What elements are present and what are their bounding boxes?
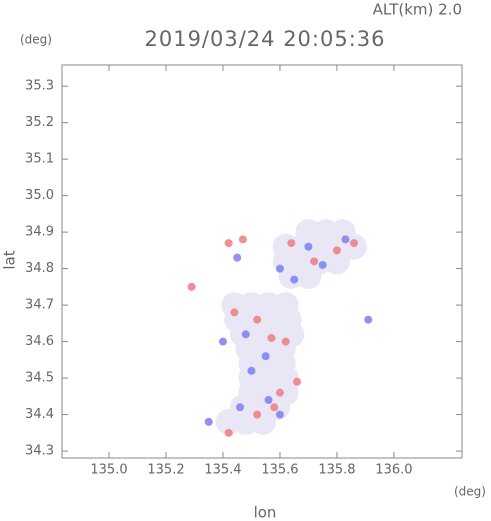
x-tick-label: 135.6 [261, 463, 298, 478]
echo-point [341, 235, 350, 244]
y-tick-label: 35.1 [25, 152, 54, 167]
x-tick-label: 135.2 [147, 463, 184, 478]
y-tick-label: 34.7 [25, 298, 54, 313]
echo-point [350, 239, 359, 248]
y-tick-label: 35.2 [25, 115, 54, 130]
echo-point [187, 282, 196, 291]
echo-point [224, 239, 233, 248]
echo-point [323, 248, 350, 275]
x-tick-label: 135.0 [90, 463, 127, 478]
y-unit: (deg) [20, 33, 52, 47]
y-tick-label: 34.8 [25, 261, 54, 276]
y-axis-label: lat [1, 250, 19, 269]
chart-title: 2019/03/24 20:05:36 [144, 27, 385, 51]
echo-point [364, 315, 373, 324]
echo-point [295, 262, 322, 289]
echo-point [304, 242, 313, 251]
echo-point [261, 352, 270, 361]
echo-point [293, 377, 302, 386]
plot-frame [61, 64, 463, 459]
y-tick-label: 35.0 [25, 188, 54, 203]
altitude-label: ALT(km) 2.0 [373, 1, 462, 19]
echo-point [204, 417, 213, 426]
y-tick-label: 34.6 [25, 334, 54, 349]
echo-point [253, 410, 262, 419]
echo-point [233, 253, 242, 262]
echo-point [275, 388, 284, 397]
echo-point [264, 395, 273, 404]
echo-point [270, 403, 279, 412]
echo-point [287, 239, 296, 248]
echo-point [310, 257, 319, 266]
x-tick-label: 136.0 [375, 463, 412, 478]
y-tick-label: 34.3 [25, 444, 54, 459]
x-unit: (deg) [454, 485, 486, 499]
echo-point [230, 308, 239, 317]
echo-point [224, 428, 233, 437]
y-tick-label: 35.3 [25, 79, 54, 94]
echo-point [290, 275, 299, 284]
x-axis-label: lon [254, 504, 277, 521]
echo-point [332, 246, 341, 255]
echo-point [238, 235, 247, 244]
echo-point [253, 315, 262, 324]
echo-point [275, 264, 284, 273]
x-tick-label: 135.8 [318, 463, 355, 478]
echo-point [236, 403, 245, 412]
y-tick-label: 34.9 [25, 225, 54, 240]
echo-point [218, 337, 227, 346]
echo-point [267, 333, 276, 342]
y-tick-label: 34.5 [25, 371, 54, 386]
echo-point [241, 330, 250, 339]
y-tick-label: 34.4 [25, 407, 54, 422]
echo-point [247, 366, 256, 375]
echo-point [275, 410, 284, 419]
echo-point [318, 260, 327, 269]
x-tick-label: 135.4 [204, 463, 241, 478]
echo-point [281, 337, 290, 346]
